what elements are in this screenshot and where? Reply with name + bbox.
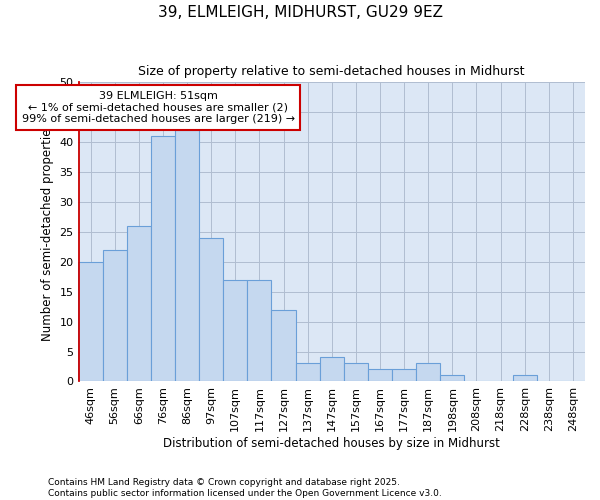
Bar	[175, 130, 199, 382]
Bar	[127, 226, 151, 382]
Bar	[344, 364, 368, 382]
Bar	[392, 370, 416, 382]
Bar	[296, 364, 320, 382]
Bar	[247, 280, 271, 382]
Bar	[103, 250, 127, 382]
Text: Contains HM Land Registry data © Crown copyright and database right 2025.
Contai: Contains HM Land Registry data © Crown c…	[48, 478, 442, 498]
Bar	[271, 310, 296, 382]
Bar	[199, 238, 223, 382]
Title: Size of property relative to semi-detached houses in Midhurst: Size of property relative to semi-detach…	[139, 65, 525, 78]
Text: 39 ELMLEIGH: 51sqm
← 1% of semi-detached houses are smaller (2)
99% of semi-deta: 39 ELMLEIGH: 51sqm ← 1% of semi-detached…	[22, 91, 295, 124]
Bar	[440, 376, 464, 382]
X-axis label: Distribution of semi-detached houses by size in Midhurst: Distribution of semi-detached houses by …	[163, 437, 500, 450]
Text: 39, ELMLEIGH, MIDHURST, GU29 9EZ: 39, ELMLEIGH, MIDHURST, GU29 9EZ	[157, 5, 443, 20]
Bar	[368, 370, 392, 382]
Bar	[320, 358, 344, 382]
Bar	[151, 136, 175, 382]
Bar	[223, 280, 247, 382]
Y-axis label: Number of semi-detached properties: Number of semi-detached properties	[41, 122, 54, 341]
Bar	[79, 262, 103, 382]
Bar	[512, 376, 537, 382]
Bar	[416, 364, 440, 382]
